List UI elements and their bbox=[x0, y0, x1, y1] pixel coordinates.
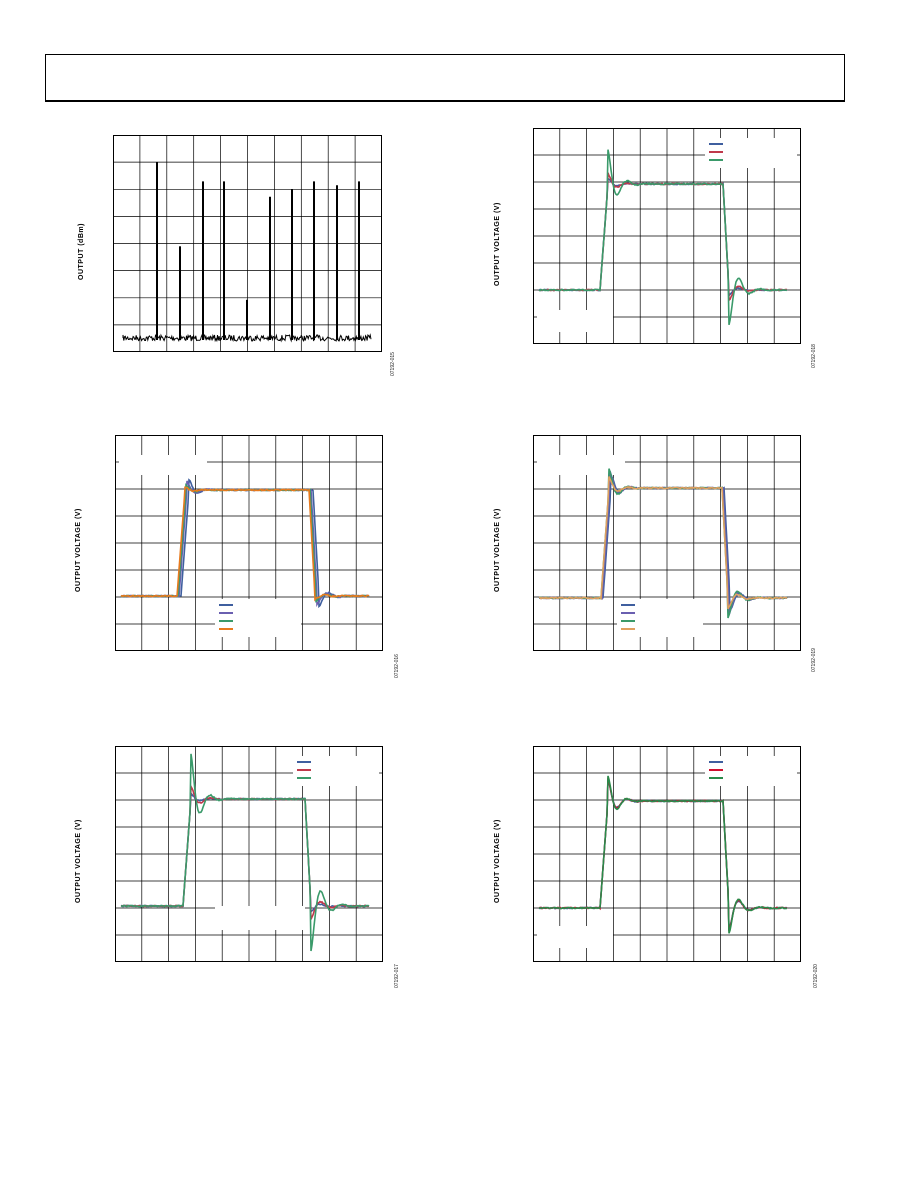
chart6-annotation-box bbox=[537, 926, 613, 948]
chart5-svg bbox=[115, 746, 383, 962]
chart5-annotation-box bbox=[215, 906, 305, 930]
chart2-figure-code: 07192-018 bbox=[811, 344, 817, 368]
chart4-ylabel: OUTPUT VOLTAGE (V) bbox=[494, 508, 501, 592]
chart3-plot bbox=[115, 435, 383, 651]
chart3-svg bbox=[115, 435, 383, 651]
chart6-series-line bbox=[538, 775, 788, 934]
chart1-svg bbox=[113, 135, 382, 352]
chart4-svg bbox=[533, 435, 801, 651]
chart2-annotation-box bbox=[537, 310, 613, 332]
chart2-svg bbox=[533, 128, 801, 344]
chart3-annotation-box bbox=[119, 455, 207, 475]
chart4-series-line bbox=[538, 476, 788, 610]
chart6-plot bbox=[533, 746, 801, 962]
chart1-figure-code: 07192-015 bbox=[390, 352, 396, 376]
chart1-ylabel: OUTPUT (dBm) bbox=[78, 223, 85, 280]
chart2-plot bbox=[533, 128, 801, 344]
chart2-series-line bbox=[538, 149, 788, 325]
chart4-annotation-box bbox=[537, 455, 625, 475]
chart5-figure-code: 07192-017 bbox=[394, 964, 400, 988]
chart4-figure-code: 07192-019 bbox=[811, 648, 817, 672]
chart6-ylabel: OUTPUT VOLTAGE (V) bbox=[494, 819, 501, 903]
chart3-figure-code: 07192-016 bbox=[394, 654, 400, 678]
chart6-svg bbox=[533, 746, 801, 962]
chart3-series-line bbox=[120, 486, 370, 602]
page-header-box bbox=[45, 54, 845, 102]
chart2-ylabel: OUTPUT VOLTAGE (V) bbox=[494, 202, 501, 286]
chart1-plot bbox=[113, 135, 382, 352]
chart4-plot bbox=[533, 435, 801, 651]
chart5-series-line bbox=[120, 753, 370, 952]
chart6-figure-code: 07192-020 bbox=[813, 964, 819, 988]
chart5-plot bbox=[115, 746, 383, 962]
chart5-ylabel: OUTPUT VOLTAGE (V) bbox=[75, 819, 82, 903]
chart3-ylabel: OUTPUT VOLTAGE (V) bbox=[75, 508, 82, 592]
